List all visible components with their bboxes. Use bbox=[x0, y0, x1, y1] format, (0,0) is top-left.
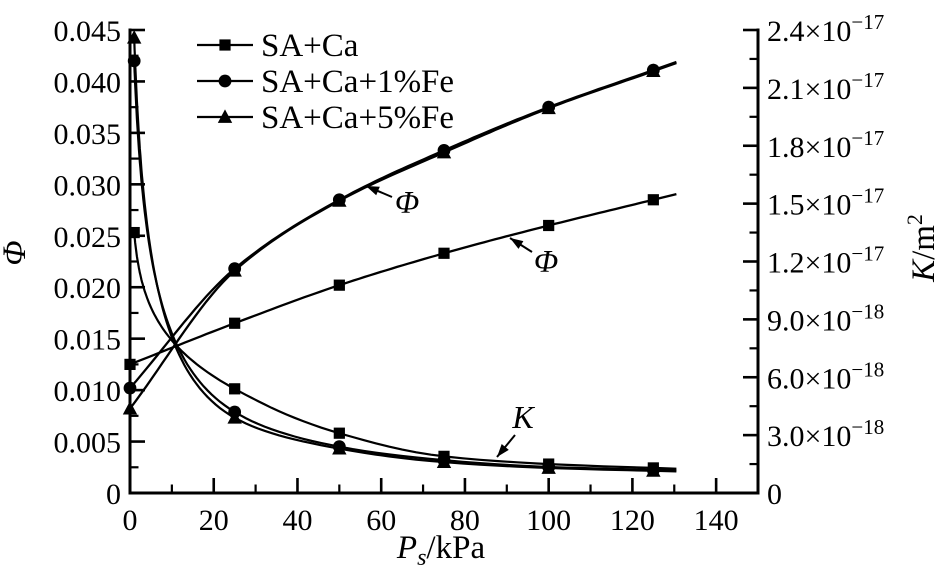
phi-point-sa-ca bbox=[229, 317, 241, 329]
phi-point-sa-ca-5fe bbox=[332, 193, 347, 207]
phi-point-sa-ca-5fe bbox=[227, 263, 242, 277]
k-point-sa-ca bbox=[128, 226, 140, 239]
y-left-tick-label: 0.020 bbox=[54, 272, 122, 305]
k-point-sa-ca bbox=[333, 427, 345, 439]
x-axis-tick-label: 40 bbox=[282, 504, 312, 537]
legend-label: SA+Ca+5%Fe bbox=[261, 100, 454, 136]
annotation-text: Φ bbox=[395, 184, 419, 220]
x-axis-tick-label: 20 bbox=[199, 504, 229, 537]
y-left-tick-label: 0.040 bbox=[54, 66, 122, 99]
phi-point-sa-ca bbox=[438, 247, 450, 259]
phi-curve-sa-ca-5fe bbox=[129, 61, 677, 410]
k-point-sa-ca-5fe bbox=[541, 460, 556, 474]
phi-curve-sa-ca bbox=[129, 192, 677, 366]
x-axis-tick-label: 120 bbox=[610, 504, 655, 537]
x-axis-tick-label: 100 bbox=[526, 504, 571, 537]
k-point-sa-ca-5fe bbox=[646, 463, 661, 477]
y-right-tick-label: 1.2×10−17 bbox=[767, 242, 884, 280]
k-curve-sa-ca bbox=[133, 232, 677, 470]
phi-point-sa-ca-5fe bbox=[646, 63, 661, 78]
legend-item-sa-ca: SA+Ca bbox=[197, 28, 359, 64]
y-right-tick-label: 9.0×10−18 bbox=[767, 299, 884, 337]
axes: 0 20 40 60 80 100 120 140 0 0.005 0.010 0.015 0.020 0… bbox=[0, 10, 942, 571]
legend-label: SA+Ca bbox=[261, 28, 359, 64]
legend-marker-circle bbox=[218, 74, 232, 88]
phi-point-sa-ca bbox=[333, 279, 345, 291]
phi-point-sa-ca-1fe bbox=[123, 381, 137, 395]
y-left-tick-label: 0.035 bbox=[54, 118, 122, 151]
y-right-tick-label: 2.4×10−17 bbox=[767, 10, 884, 48]
x-axis-tick-label: 60 bbox=[366, 504, 396, 537]
y-left-axis-title: Φ bbox=[0, 240, 33, 265]
y-right-tick-label: 6.0×10−18 bbox=[767, 357, 884, 395]
legend-item-sa-ca-1-fe: SA+Ca+1%Fe bbox=[197, 64, 454, 100]
y-right-tick-label: 3.0×10−18 bbox=[767, 415, 884, 453]
k-point-sa-ca-5fe bbox=[227, 410, 242, 424]
annotation-arrowhead bbox=[366, 186, 380, 196]
y-left-tick-label: 0.025 bbox=[54, 221, 122, 254]
annotation-arrowhead bbox=[510, 238, 524, 249]
k-point-sa-ca bbox=[229, 383, 241, 395]
y-left-tick-label: 0.010 bbox=[54, 375, 122, 408]
y-right-tick-label: 1.5×10−17 bbox=[767, 184, 884, 222]
y-left-tick-label: 0 bbox=[106, 478, 121, 511]
k-point-sa-ca-1fe bbox=[127, 54, 141, 68]
y-left-tick-label: 0.045 bbox=[54, 15, 122, 48]
annotation-k-curves: K bbox=[496, 399, 535, 458]
x-axis-tick-label: 80 bbox=[450, 504, 480, 537]
annotation-phi-sa-ca-curve: Φ bbox=[509, 237, 558, 279]
phi-point-sa-ca-5fe bbox=[436, 144, 452, 159]
y-left-tick-label: 0.005 bbox=[54, 427, 122, 460]
k-curve-sa-ca-5fe bbox=[133, 37, 677, 473]
legend-marker-square bbox=[219, 39, 231, 51]
phi-point-sa-ca-5fe bbox=[122, 401, 138, 415]
phi-point-sa-ca bbox=[124, 358, 136, 370]
y-right-tick-label: 1.8×10−17 bbox=[767, 126, 884, 164]
annotation-text: K bbox=[511, 399, 535, 435]
x-axis-tick-label: 0 bbox=[123, 504, 138, 537]
legend-item-sa-ca-5-fe: SA+Ca+5%Fe bbox=[197, 100, 454, 136]
x-axis-tick-label: 140 bbox=[694, 504, 739, 537]
legend-marker-triangle bbox=[217, 109, 233, 123]
annotation-phi-fe-curves: Φ bbox=[365, 184, 419, 220]
k-point-sa-ca-5fe bbox=[436, 454, 452, 469]
phi-point-sa-ca bbox=[647, 194, 659, 206]
y-right-tick-label: 2.1×10−17 bbox=[767, 68, 884, 106]
y-right-tick-label: 0 bbox=[767, 478, 782, 511]
legend-label: SA+Ca+1%Fe bbox=[261, 64, 454, 100]
markers bbox=[122, 30, 661, 477]
annotation-arrowhead bbox=[497, 444, 509, 457]
annotation-text: Φ bbox=[534, 243, 558, 279]
x-axis-title: Ps/kPa bbox=[396, 530, 486, 571]
phi-point-sa-ca-5fe bbox=[541, 100, 556, 115]
curves bbox=[129, 37, 677, 473]
annotations: Φ Φ K bbox=[365, 184, 558, 458]
k-point-sa-ca-5fe bbox=[126, 30, 142, 44]
y-right-axis-title: K/m2 bbox=[902, 214, 942, 283]
phi-point-sa-ca bbox=[543, 219, 555, 232]
y-left-tick-label: 0.030 bbox=[54, 169, 122, 202]
y-left-tick-label: 0.015 bbox=[54, 324, 122, 357]
k-point-sa-ca-5fe bbox=[332, 441, 347, 455]
